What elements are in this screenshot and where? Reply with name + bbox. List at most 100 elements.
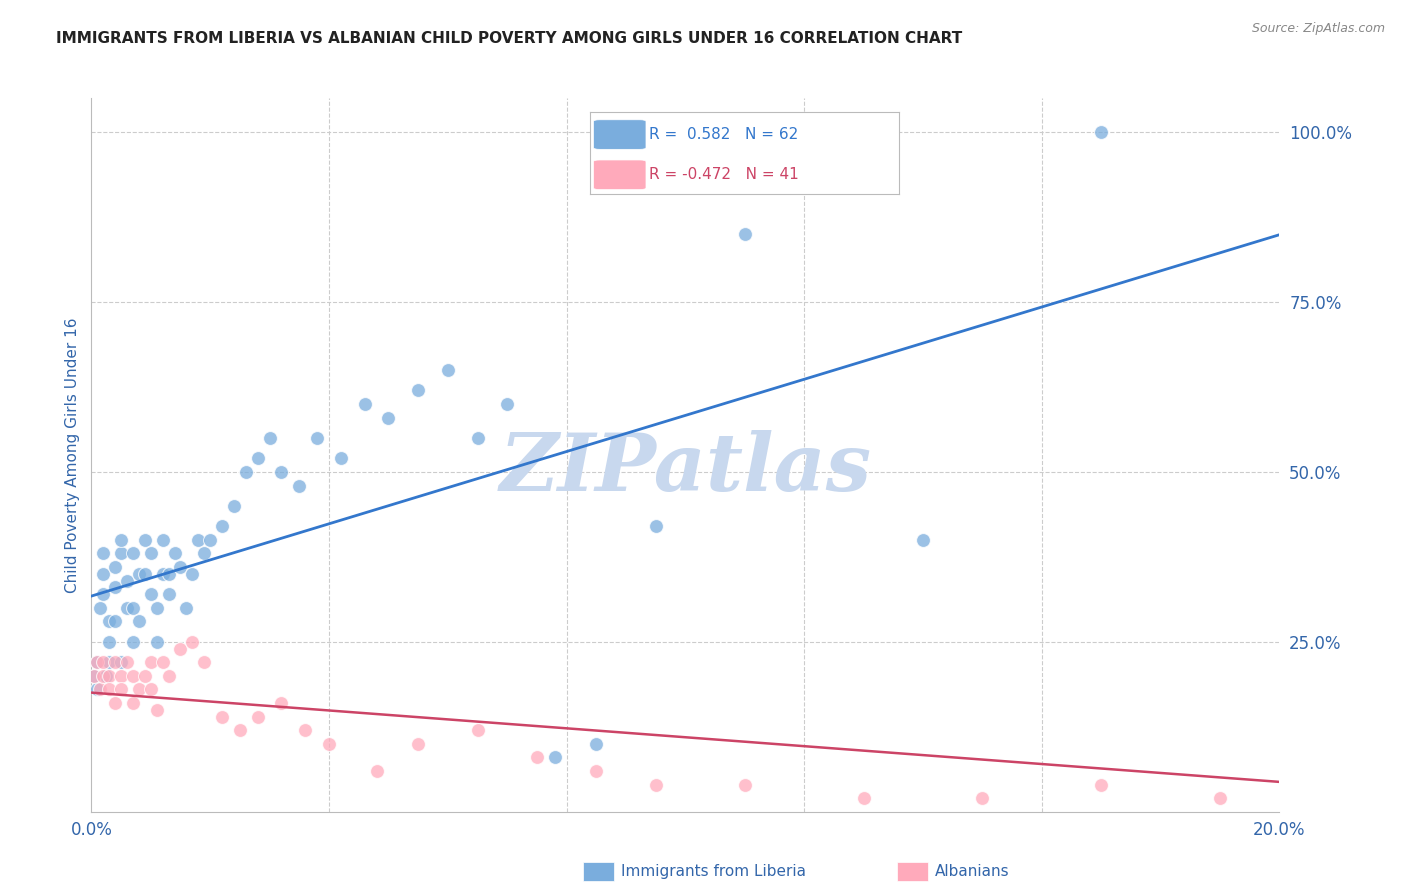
- Point: [229, 723, 252, 738]
- Point: [294, 723, 316, 738]
- Point: [259, 431, 281, 445]
- Point: [145, 635, 167, 649]
- Point: [104, 615, 127, 629]
- Point: [467, 431, 489, 445]
- Point: [110, 682, 132, 697]
- Point: [406, 737, 429, 751]
- Point: [128, 566, 150, 581]
- Point: [436, 363, 458, 377]
- Point: [145, 600, 167, 615]
- Text: IMMIGRANTS FROM LIBERIA VS ALBANIAN CHILD POVERTY AMONG GIRLS UNDER 16 CORRELATI: IMMIGRANTS FROM LIBERIA VS ALBANIAN CHIL…: [56, 31, 963, 46]
- Point: [270, 696, 292, 710]
- Point: [98, 635, 121, 649]
- Point: [89, 682, 111, 697]
- Point: [115, 655, 138, 669]
- Point: [96, 669, 118, 683]
- Point: [86, 655, 108, 669]
- Point: [139, 587, 162, 601]
- Point: [526, 750, 548, 764]
- Point: [115, 600, 138, 615]
- Text: Source: ZipAtlas.com: Source: ZipAtlas.com: [1251, 22, 1385, 36]
- Point: [104, 655, 127, 669]
- Point: [157, 587, 180, 601]
- Point: [139, 682, 162, 697]
- Point: [222, 499, 245, 513]
- Point: [98, 615, 121, 629]
- Point: [246, 451, 269, 466]
- Point: [139, 546, 162, 560]
- Point: [406, 384, 429, 398]
- Point: [122, 546, 145, 560]
- Point: [128, 615, 150, 629]
- Point: [181, 566, 204, 581]
- Point: [193, 655, 215, 669]
- Point: [91, 546, 114, 560]
- Point: [128, 682, 150, 697]
- Point: [157, 669, 180, 683]
- Point: [134, 566, 156, 581]
- Point: [122, 669, 145, 683]
- Point: [152, 533, 174, 547]
- Point: [145, 703, 167, 717]
- Point: [91, 655, 114, 669]
- Point: [181, 635, 204, 649]
- Point: [852, 791, 875, 805]
- Point: [98, 655, 121, 669]
- Point: [467, 723, 489, 738]
- Point: [152, 566, 174, 581]
- Point: [270, 465, 292, 479]
- Point: [115, 574, 138, 588]
- Point: [235, 465, 257, 479]
- Point: [366, 764, 388, 778]
- Point: [211, 519, 233, 533]
- Point: [585, 764, 607, 778]
- Point: [89, 600, 111, 615]
- Point: [246, 709, 269, 723]
- Point: [377, 410, 399, 425]
- Point: [83, 669, 105, 683]
- Point: [163, 546, 186, 560]
- Point: [318, 737, 340, 751]
- Point: [169, 641, 191, 656]
- Text: Albanians: Albanians: [935, 864, 1010, 879]
- Point: [644, 519, 666, 533]
- Point: [91, 587, 114, 601]
- Point: [644, 778, 666, 792]
- Point: [110, 655, 132, 669]
- Point: [200, 533, 222, 547]
- Point: [157, 566, 180, 581]
- Point: [544, 750, 567, 764]
- Point: [585, 737, 607, 751]
- Point: [122, 600, 145, 615]
- Point: [169, 560, 191, 574]
- Point: [1090, 125, 1112, 139]
- Point: [329, 451, 352, 466]
- Point: [152, 655, 174, 669]
- Point: [86, 682, 108, 697]
- Point: [176, 600, 198, 615]
- Point: [134, 669, 156, 683]
- Point: [972, 791, 994, 805]
- Point: [353, 397, 375, 411]
- Text: Immigrants from Liberia: Immigrants from Liberia: [621, 864, 807, 879]
- Point: [104, 560, 127, 574]
- Point: [193, 546, 215, 560]
- Point: [122, 696, 145, 710]
- Point: [110, 669, 132, 683]
- Point: [104, 696, 127, 710]
- Point: [134, 533, 156, 547]
- Point: [104, 581, 127, 595]
- Point: [98, 682, 121, 697]
- Point: [98, 669, 121, 683]
- Point: [496, 397, 519, 411]
- Point: [734, 227, 756, 241]
- Point: [1090, 778, 1112, 792]
- Point: [110, 546, 132, 560]
- Point: [187, 533, 209, 547]
- Y-axis label: Child Poverty Among Girls Under 16: Child Poverty Among Girls Under 16: [65, 318, 80, 592]
- Point: [139, 655, 162, 669]
- Point: [211, 709, 233, 723]
- Point: [911, 533, 934, 547]
- Point: [91, 566, 114, 581]
- Point: [734, 778, 756, 792]
